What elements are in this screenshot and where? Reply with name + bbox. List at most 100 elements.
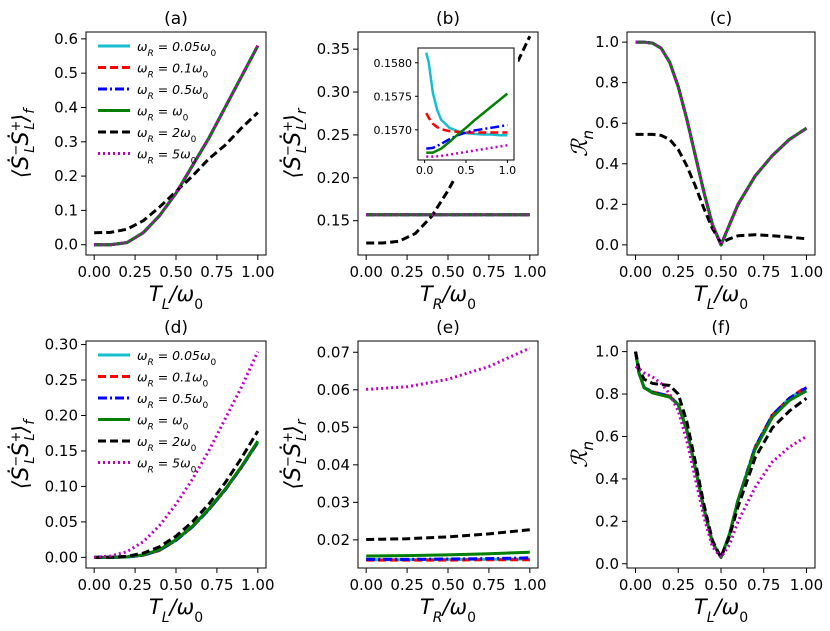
panel-f: 0.00 0.25 0.50 0.75 1.00 0.0 0.2 0.4 0.6 0.8 1.0 (f… xyxy=(568,318,823,626)
x-tick-label: 1.00 xyxy=(241,576,274,594)
x-axis-label: TR/ω0 xyxy=(420,595,476,626)
x-tick-label: 0.75 xyxy=(747,576,780,594)
x-tick-label: 0.25 xyxy=(118,263,151,281)
y-axis-label: ⟨Ṡ−LṠ+L⟩f xyxy=(8,418,38,489)
y-tick-label: 0.4 xyxy=(595,155,619,173)
x-tick-label: 0.75 xyxy=(200,263,233,281)
x-tick-label: 0.00 xyxy=(349,576,382,594)
panel-title: (c) xyxy=(710,9,733,29)
y-tick-label: 0.05 xyxy=(317,418,350,436)
panel-a: 0.00 0.25 0.50 0.75 1.00 0.0 0.1 0.2 0.3 0.4 0.5 0.… xyxy=(8,9,275,313)
x-tick-label: 0.50 xyxy=(159,263,192,281)
y-tick-label: 0.15 xyxy=(45,442,78,460)
x-axis-label: TL/ω0 xyxy=(149,595,203,626)
panel-b: 0.00 0.25 0.50 0.75 1.00 0.15 0.20 0.25 0.30 0.35… xyxy=(280,9,547,313)
x-tick-label: 0.25 xyxy=(390,576,423,594)
panel-d: 0.00 0.25 0.50 0.75 1.00 0.00 0.05 0.10 0.15 0.20… xyxy=(8,318,275,626)
x-tick-label: 0.25 xyxy=(662,576,695,594)
y-tick-label: 0.8 xyxy=(595,385,619,403)
y-tick-label: 0.3 xyxy=(54,133,78,151)
panel-title: (b) xyxy=(436,9,460,29)
panel-c: 0.00 0.25 0.50 0.75 1.00 0.0 0.2 0.4 0.6 0.8 1.0 (c… xyxy=(568,9,823,313)
y-axis-label: ℛn xyxy=(568,441,597,468)
y-axis-label: ⟨Ṡ−LṠ+L⟩f xyxy=(8,107,38,178)
y-tick-label: 0.0 xyxy=(595,555,619,573)
y-tick-label: 0.04 xyxy=(317,456,350,474)
x-tick-label: 0.50 xyxy=(704,576,737,594)
y-tick-label: 0.2 xyxy=(54,167,78,185)
y-tick-label: 0.0 xyxy=(595,236,619,254)
y-tick-label: 0.6 xyxy=(54,30,78,48)
y-tick-label: 0.2 xyxy=(595,512,619,530)
y-axis-label: ℛn xyxy=(568,130,597,157)
y-tick-label: 0.1580 xyxy=(374,57,413,70)
y-tick-label: 0.03 xyxy=(317,493,350,511)
y-tick-label: 0.5 xyxy=(54,64,78,82)
x-tick-label: 0.00 xyxy=(619,263,652,281)
x-tick-label: 0.25 xyxy=(390,263,423,281)
y-tick-label: 0.0 xyxy=(54,236,78,254)
y-axis-label: ⟨Ṡ−LṠ+L⟩r xyxy=(280,107,310,178)
x-tick-label: 0.75 xyxy=(472,576,505,594)
y-tick-label: 0.05 xyxy=(45,513,78,531)
y-tick-label: 0.07 xyxy=(317,343,350,361)
x-tick-label: 0.00 xyxy=(349,263,382,281)
x-tick-label: 0.25 xyxy=(662,263,695,281)
panel-e: 0.00 0.25 0.50 0.75 1.00 0.02 0.03 0.04 0.05 0.06… xyxy=(280,318,547,626)
x-tick-label: 1.00 xyxy=(241,263,274,281)
y-tick-label: 0.30 xyxy=(317,83,350,101)
panel-title: (f) xyxy=(711,318,730,338)
x-axis-label: TL/ω0 xyxy=(149,282,203,313)
x-tick-label: 0.50 xyxy=(704,263,737,281)
x-tick-label: 1.00 xyxy=(790,576,823,594)
x-tick-label: 0.75 xyxy=(472,263,505,281)
x-tick-label: 0.00 xyxy=(77,263,110,281)
inset-plot: 0.0 0.5 1.0 0.1570 0.1575 0.1580 xyxy=(366,46,518,180)
y-tick-label: 0.20 xyxy=(317,169,350,187)
y-axis-label: ⟨Ṡ−LṠ+L⟩r xyxy=(280,418,310,489)
x-tick-label: 1.00 xyxy=(513,576,546,594)
x-tick-label: 0.75 xyxy=(200,576,233,594)
y-tick-label: 0.06 xyxy=(317,381,350,399)
x-tick-label: 1.00 xyxy=(790,263,823,281)
y-tick-label: 0.4 xyxy=(54,98,78,116)
y-tick-label: 0.2 xyxy=(595,195,619,213)
y-tick-label: 0.1 xyxy=(54,201,78,219)
x-tick-label: 0.75 xyxy=(747,263,780,281)
y-tick-label: 0.35 xyxy=(317,40,350,58)
y-tick-label: 0.25 xyxy=(317,126,350,144)
x-tick-label: 0.50 xyxy=(431,576,464,594)
x-tick-label: 0.50 xyxy=(431,263,464,281)
y-tick-label: 0.10 xyxy=(45,477,78,495)
x-tick-label: 1.0 xyxy=(499,164,517,177)
panel-title: (a) xyxy=(164,9,188,29)
y-tick-label: 1.0 xyxy=(595,343,619,361)
x-axis-label: TL/ω0 xyxy=(694,595,748,626)
series-line-2 xyxy=(366,558,530,560)
x-tick-label: 0.0 xyxy=(416,164,434,177)
y-tick-label: 0.30 xyxy=(45,336,78,354)
y-tick-label: 0.15 xyxy=(317,212,350,230)
y-tick-label: 0.4 xyxy=(595,470,619,488)
x-tick-label: 0.5 xyxy=(457,164,475,177)
y-tick-label: 0.1575 xyxy=(374,90,413,103)
x-tick-label: 0.00 xyxy=(619,576,652,594)
panel-title: (d) xyxy=(164,318,188,338)
y-tick-label: 0.8 xyxy=(595,74,619,92)
y-tick-label: 0.25 xyxy=(45,371,78,389)
x-tick-label: 0.50 xyxy=(159,576,192,594)
x-tick-label: 0.00 xyxy=(77,576,110,594)
x-axis-label: TL/ω0 xyxy=(694,282,748,313)
panel-title: (e) xyxy=(436,318,460,338)
x-tick-label: 1.00 xyxy=(513,263,546,281)
y-tick-label: 0.6 xyxy=(595,114,619,132)
y-tick-label: 0.02 xyxy=(317,531,350,549)
y-tick-label: 0.1570 xyxy=(374,124,413,137)
y-tick-label: 0.00 xyxy=(45,548,78,566)
y-tick-label: 0.20 xyxy=(45,406,78,424)
x-tick-label: 0.25 xyxy=(118,576,151,594)
y-tick-label: 1.0 xyxy=(595,33,619,51)
y-tick-label: 0.6 xyxy=(595,427,619,445)
x-axis-label: TR/ω0 xyxy=(420,282,476,313)
